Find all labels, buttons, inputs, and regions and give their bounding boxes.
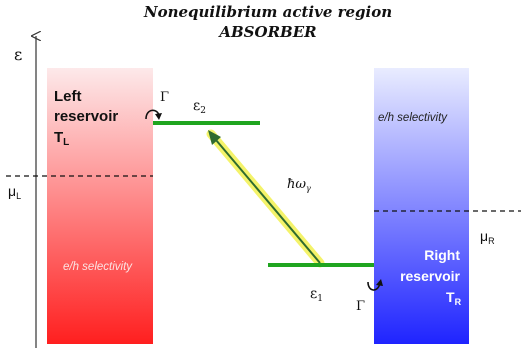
top-coupling-label: Γ — [160, 90, 169, 105]
left-reservoir-label-line-1: Left — [54, 88, 82, 105]
bottom-coupling-label: Γ — [356, 299, 365, 314]
left-chemical-potential-label: μL — [8, 183, 21, 201]
photon-arrow-shaft — [215, 139, 321, 264]
left-reservoir-label-line-2: reservoir — [54, 108, 118, 125]
photon-energy-label: ħωγ — [287, 177, 311, 193]
right-reservoir-label-line-1: Right — [424, 247, 460, 263]
title-line-1: Nonequilibrium active region — [143, 3, 392, 21]
right-chemical-potential-label: μR — [480, 228, 495, 246]
right-reservoir-temperature: TR — [446, 289, 462, 307]
photon-arrow-head — [208, 130, 221, 145]
lower-level-label: ε1 — [310, 286, 323, 304]
left-reservoir-temperature: TL — [54, 129, 69, 148]
right-selectivity-label: e/h selectivity — [378, 112, 448, 124]
title-line-2: ABSORBER — [217, 23, 316, 41]
bottom-coupling-arrowhead-icon — [376, 279, 383, 286]
left-selectivity-label: e/h selectivity — [63, 261, 133, 273]
upper-level-label: ε2 — [193, 98, 206, 116]
left-reservoir-block — [47, 68, 153, 344]
top-coupling-arrowhead-icon — [155, 113, 162, 120]
right-reservoir-label-line-2: reservoir — [400, 268, 460, 284]
energy-axis-label: ε — [14, 45, 22, 64]
right-reservoir-block — [374, 68, 469, 344]
